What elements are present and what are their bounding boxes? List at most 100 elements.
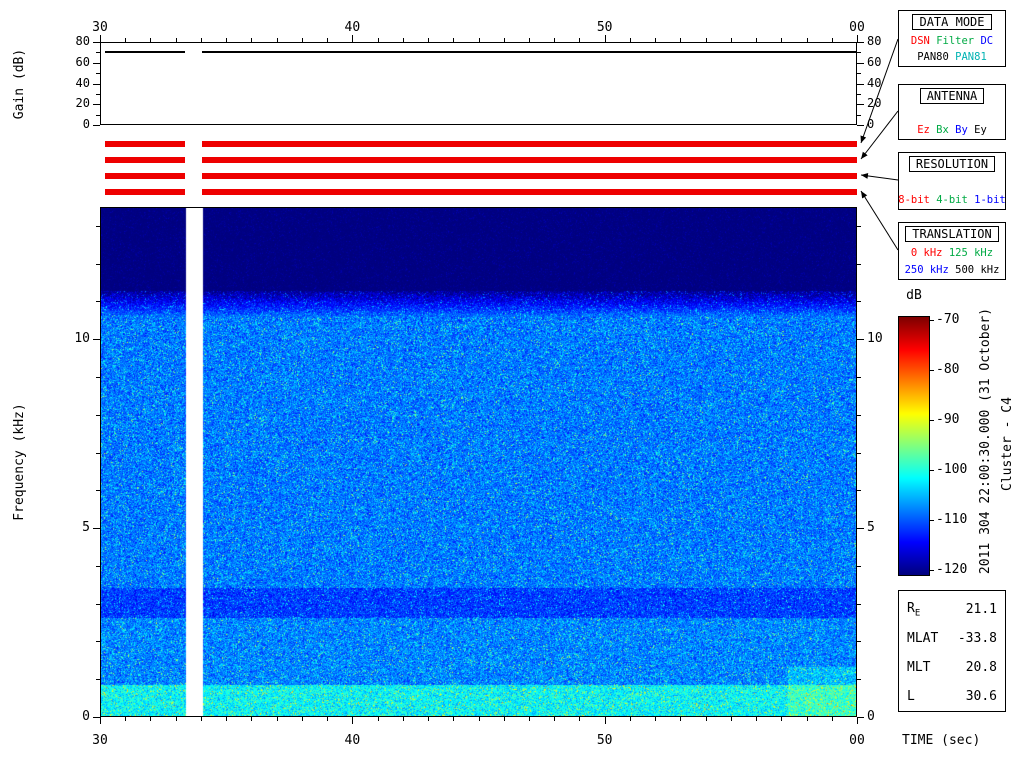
y-tick-mark <box>96 225 100 227</box>
y-tick-mark <box>93 42 100 43</box>
colorbar-tick-mark <box>930 520 934 521</box>
x-tick-mark <box>857 717 858 724</box>
y-tick-label: 0 <box>82 117 90 131</box>
x-tick-mark <box>175 38 177 42</box>
mode-token: 0 kHz <box>910 247 943 259</box>
mode-token: By <box>955 124 968 136</box>
x-tick-label: 40 <box>344 733 361 748</box>
y-tick-mark <box>857 62 864 64</box>
info-box-title: TRANSLATION <box>905 226 999 242</box>
y-tick-label: 0 <box>867 709 875 724</box>
ephemeris-value: 20.8 <box>965 660 997 675</box>
x-tick-mark <box>730 38 732 42</box>
ephemeris-value: -33.8 <box>957 631 997 646</box>
y-tick-mark <box>96 114 100 116</box>
status-stripe <box>202 141 857 147</box>
y-tick-mark <box>93 528 100 530</box>
spacecraft-vertical-label: Cluster - C4 <box>1000 397 1015 491</box>
x-tick-mark <box>655 38 657 42</box>
y-tick-mark <box>96 565 100 567</box>
y-tick-mark <box>96 377 100 378</box>
status-stripe <box>202 157 857 163</box>
x-tick-mark <box>831 717 833 721</box>
colorbar-tick-mark <box>930 320 934 321</box>
ephemeris-box: RE 21.1 MLAT -33.8 MLT 20.8 L 30.6 <box>898 590 1006 712</box>
x-tick-mark <box>276 717 278 721</box>
y-tick-label: 60 <box>75 54 90 69</box>
y-tick-mark <box>857 125 864 126</box>
x-tick-mark <box>352 717 354 724</box>
colorbar-tick-label: -100 <box>936 462 968 477</box>
mode-token: DC <box>980 34 994 47</box>
y-tick-mark <box>93 125 100 126</box>
colorbar-tick-mark <box>930 420 934 421</box>
x-tick-mark <box>327 717 329 721</box>
gain-y-axis-label: Gain (dB) <box>12 48 27 120</box>
y-tick-mark <box>857 565 861 567</box>
info-box-antenna: ANTENNA Ez Bx By Ey <box>898 84 1006 140</box>
x-tick-mark <box>100 717 101 724</box>
y-tick-label: 20 <box>867 96 882 111</box>
colorbar-tick-mark <box>930 370 934 371</box>
y-tick-mark <box>857 114 861 116</box>
status-stripe <box>202 173 857 179</box>
x-tick-mark <box>503 38 505 42</box>
y-tick-label: 40 <box>75 75 90 90</box>
y-tick-mark <box>857 528 864 530</box>
mode-token: 8-bit <box>898 194 930 206</box>
colorbar-tick-mark <box>930 470 934 471</box>
x-tick-mark <box>831 38 833 42</box>
mode-token: Filter <box>936 34 975 47</box>
mode-token: Ey <box>974 124 987 136</box>
y-tick-mark <box>96 679 100 681</box>
info-box-line: 0 kHz 125 kHz <box>911 247 993 259</box>
x-tick-mark <box>377 38 379 42</box>
x-tick-mark <box>301 38 303 42</box>
x-tick-mark <box>125 38 127 42</box>
colorbar-tick-label: -120 <box>936 562 968 577</box>
y-tick-mark <box>857 641 861 643</box>
info-box-title: ANTENNA <box>919 88 985 104</box>
y-tick-label: 0 <box>82 709 90 724</box>
x-tick-mark <box>604 717 606 724</box>
mode-token: 125 kHz <box>948 247 994 259</box>
y-tick-mark <box>96 490 100 492</box>
y-tick-mark <box>857 52 861 54</box>
x-tick-mark <box>100 35 101 42</box>
mode-token: PAN81 <box>955 51 987 63</box>
ephemeris-row: MLT 20.8 <box>899 653 1005 682</box>
x-tick-mark <box>200 717 202 721</box>
frequency-y-axis-label: Frequency (kHz) <box>12 403 27 521</box>
y-tick-mark <box>857 83 864 85</box>
status-stripe <box>105 157 185 163</box>
x-tick-mark <box>579 717 581 721</box>
y-tick-mark <box>857 263 861 265</box>
y-tick-mark <box>857 42 864 43</box>
x-tick-mark <box>604 35 606 42</box>
x-tick-mark <box>150 38 152 42</box>
x-tick-mark <box>428 38 430 42</box>
ephemeris-row: MLAT -33.8 <box>899 624 1005 653</box>
x-tick-mark <box>478 717 480 721</box>
x-tick-mark <box>251 38 253 42</box>
y-tick-label: 20 <box>75 96 90 111</box>
info-box-line: DSN Filter DC <box>911 35 993 47</box>
status-stripe <box>105 173 185 179</box>
y-tick-mark <box>93 339 100 341</box>
y-tick-mark <box>96 414 100 416</box>
x-tick-mark <box>680 38 682 42</box>
x-tick-mark <box>428 717 430 721</box>
x-tick-mark <box>276 38 278 42</box>
ephemeris-value: 21.1 <box>965 602 997 617</box>
y-tick-mark <box>96 641 100 643</box>
colorbar-tick-label: -70 <box>936 312 960 327</box>
x-tick-mark <box>226 38 228 42</box>
x-tick-mark <box>705 38 707 42</box>
colorbar-tick-label: -90 <box>936 412 960 427</box>
x-tick-mark <box>402 38 404 42</box>
timestamp-vertical-label: 2011 304 22:00:30.000 (31 October) <box>978 307 993 575</box>
y-tick-mark <box>857 679 861 681</box>
info-box-line: 8-bit 4-bit 1-bit <box>898 194 1005 206</box>
y-tick-mark <box>93 717 100 718</box>
mode-token: PAN80 <box>917 51 949 63</box>
